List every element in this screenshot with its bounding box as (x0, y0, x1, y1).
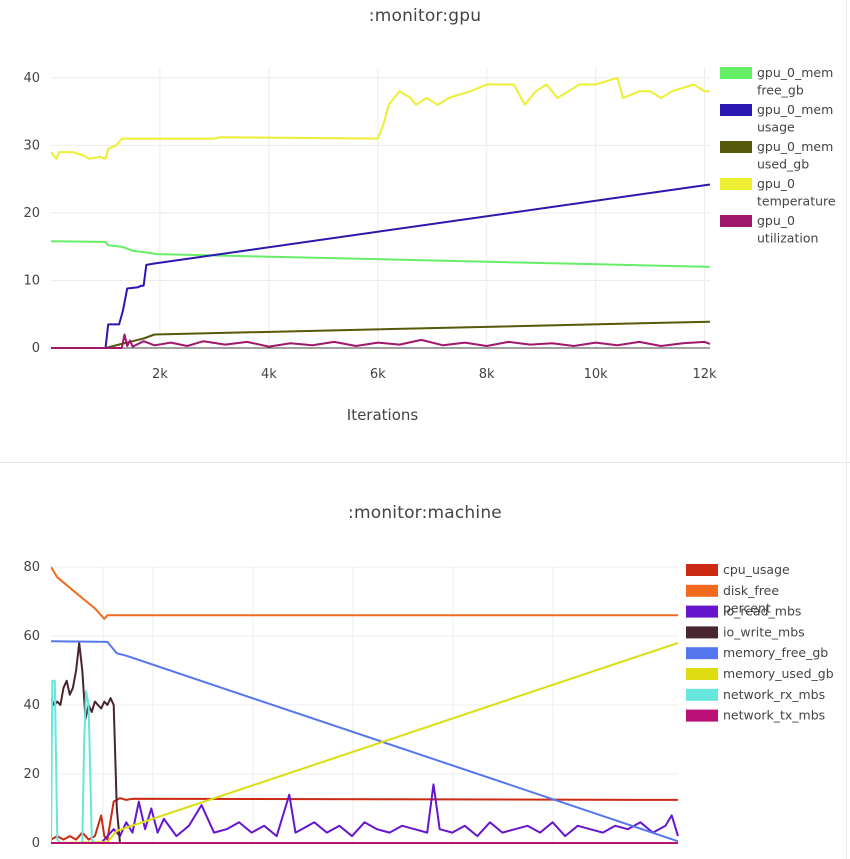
gpu-legend: gpu_0_memfree_gbgpu_0_memusagegpu_0_memu… (720, 65, 836, 246)
machine-y-tick-label: 60 (23, 629, 40, 644)
legend-label: percent (723, 600, 771, 615)
legend-swatch (720, 178, 752, 190)
series-line-disk-free-percent[interactable] (51, 566, 678, 620)
gpu-y-tick-label: 20 (23, 206, 40, 221)
machine-chart-svg[interactable]: 0 20 40 60 80 cpu_usage disk_freepercentio_rea… (0, 463, 850, 859)
legend-label: disk_free (723, 583, 779, 598)
legend-item-memory-free-gb[interactable]: memory_free_gb (686, 645, 828, 660)
legend-item-gpu-0-temperature[interactable]: gpu_0 temperature (720, 176, 836, 209)
gpu-chart-panel: :monitor:gpu 0 10 20 30 40 2k 4k 6k 8k 10k 12k Iter… (0, 0, 850, 462)
legend-swatch (686, 668, 718, 680)
legend-label: gpu_0_mem (757, 65, 833, 80)
gpu-x-tick-label: 6k (370, 367, 386, 382)
legend-label: memory_free_gb (723, 645, 828, 660)
legend-label: temperature (757, 194, 836, 209)
gpu-chart-title: :monitor:gpu (368, 6, 482, 26)
legend-swatch (686, 647, 718, 660)
machine-y-tick-label: 0 (32, 836, 40, 851)
machine-chart-panel: :monitor:machine 0 20 40 60 80 cpu_usage disk_… (0, 463, 850, 859)
legend-label: usage (757, 120, 795, 135)
legend-label: network_rx_mbs (723, 687, 825, 702)
legend-label: gpu_0_mem (757, 102, 833, 117)
gpu-x-axis-title: Iterations (347, 406, 419, 424)
legend-label: network_tx_mbs (723, 708, 825, 723)
legend-item-network-rx-mbs[interactable]: network_rx_mbs (686, 687, 825, 702)
series-line-cpu-usage[interactable] (51, 797, 679, 841)
legend-swatch (720, 67, 752, 79)
machine-y-tick-label: 40 (23, 698, 40, 713)
gpu-x-tick-label: 4k (261, 367, 277, 382)
gpu-x-tick-label: 12k (693, 367, 718, 382)
series-line-io-read-mbs[interactable] (51, 783, 679, 844)
series-line-io-write-mbs[interactable] (51, 641, 678, 844)
machine-series-group (51, 566, 679, 844)
legend-label: free_gb (757, 83, 804, 98)
legend-label: utilization (757, 231, 818, 246)
gpu-y-tick-label: 40 (23, 71, 40, 86)
legend-swatch (686, 688, 718, 701)
gpu-chart-svg[interactable]: 0 10 20 30 40 2k 4k 6k 8k 10k 12k Iterations gpu_0_m… (0, 0, 850, 462)
gpu-series-group (51, 76, 711, 349)
legend-label: io_read_mbs (723, 604, 801, 619)
legend-swatch (686, 564, 718, 576)
legend-swatch (720, 141, 752, 153)
gpu-y-tick-label: 30 (23, 138, 40, 153)
legend-label: cpu_usage (723, 562, 790, 577)
series-line-memory-used-gb[interactable] (51, 641, 679, 844)
legend-item-gpu-0-utilization[interactable]: gpu_0 utilization (720, 213, 818, 246)
panel-divider (0, 462, 850, 463)
series-line-gpu-0-temperature[interactable] (51, 76, 710, 160)
legend-label: io_write_mbs (723, 624, 805, 639)
gpu-x-tick-label: 10k (584, 367, 609, 382)
legend-item-gpu-0-mem-used-gb[interactable]: gpu_0_mem used_gb (720, 139, 833, 172)
legend-item-io-write-mbs[interactable]: io_write_mbs (686, 624, 805, 639)
gpu-y-tick-label: 0 (32, 341, 40, 356)
legend-label: gpu_0_mem (757, 139, 833, 154)
legend-item-cpu-usage[interactable]: cpu_usage (686, 562, 790, 577)
legend-label: memory_used_gb (723, 666, 834, 681)
legend-item-memory-used-gb[interactable]: memory_used_gb (686, 666, 834, 681)
legend-swatch (686, 626, 718, 639)
legend-swatch (686, 605, 718, 618)
series-line-gpu-0-mem-free-gb[interactable] (51, 240, 711, 268)
series-line-gpu-0-utilization[interactable] (51, 333, 711, 349)
machine-chart-title: :monitor:machine (348, 503, 502, 523)
gpu-x-tick-label: 8k (479, 367, 495, 382)
legend-label: gpu_0 (757, 176, 795, 191)
legend-swatch (686, 709, 718, 722)
machine-gridlines (51, 566, 678, 844)
machine-y-tick-label: 20 (23, 767, 40, 782)
gpu-y-tick-label: 10 (23, 273, 40, 288)
legend-label: gpu_0 (757, 213, 795, 228)
gpu-gridlines (51, 68, 710, 349)
legend-swatch (720, 104, 752, 116)
legend-label: used_gb (757, 157, 809, 172)
legend-swatch (720, 215, 752, 227)
series-line-gpu-0-mem-usage[interactable] (51, 183, 711, 349)
right-edge-rule (846, 0, 847, 859)
legend-item-gpu-0-mem-free-gb[interactable]: gpu_0_mem free_gb (720, 65, 833, 98)
legend-swatch (686, 584, 718, 597)
gpu-x-tick-label: 2k (152, 367, 168, 382)
machine-y-tick-label: 80 (23, 560, 40, 575)
series-line-memory-free-gb[interactable] (51, 640, 679, 843)
series-line-network-rx-mbs[interactable] (51, 679, 678, 844)
legend-item-network-tx-mbs[interactable]: network_tx_mbs (686, 708, 825, 723)
legend-item-io-read-mbs[interactable]: io_read_mbs (686, 604, 801, 619)
